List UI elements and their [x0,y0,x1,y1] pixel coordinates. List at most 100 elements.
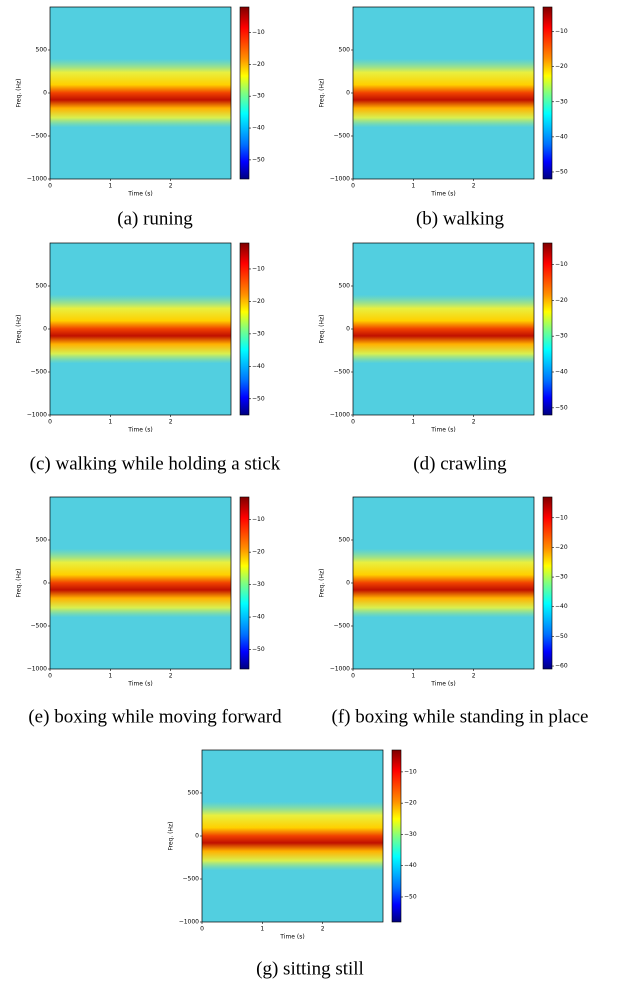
x-tick-label: 0 [351,419,355,426]
y-tick-label: 500 [339,47,351,54]
y-tick-label: 0 [43,326,47,333]
colorbar-tick-label: −40 [252,125,265,132]
colorbar-tick-label: −30 [252,93,265,100]
colorbar-tick-label: −10 [252,29,265,36]
x-axis-label: Time (s) [127,427,152,434]
y-tick-label: −1000 [179,919,199,926]
colorbar-tick-label: −50 [555,404,568,411]
colorbar-tick-label: −50 [252,646,265,653]
x-tick-label: 1 [108,673,112,680]
y-tick-label: −1000 [330,176,350,183]
colorbar-tick-label: −20 [555,63,568,70]
colorbar [542,242,553,416]
spectrogram-band [50,548,231,618]
caption: (b) walking [416,208,505,229]
y-axis-label: Freq. (Hz) [16,568,23,597]
y-tick-label: −500 [31,133,48,140]
colorbar-tick-label: −30 [555,574,568,581]
colorbar [542,6,553,180]
y-tick-label: −1000 [27,412,47,419]
colorbar-tick-label: −20 [555,297,568,304]
x-tick-label: 0 [48,183,52,190]
colorbar-tick-label: −20 [555,544,568,551]
x-tick-label: 2 [472,419,476,426]
x-axis-label: Time (s) [279,934,304,941]
y-tick-label: −500 [334,133,351,140]
x-axis-label: Time (s) [430,427,455,434]
caption: (c) walking while holding a stick [30,453,281,474]
y-tick-label: 0 [43,90,47,97]
colorbar-tick-label: −20 [404,800,417,807]
colorbar-tick-label: −50 [555,168,568,175]
x-tick-label: 0 [200,926,204,933]
y-tick-label: −1000 [330,412,350,419]
colorbar-tick-label: −50 [404,893,417,900]
spectrogram-band [50,294,231,364]
colorbar-tick-label: −10 [555,261,568,268]
colorbar-tick-label: −20 [252,61,265,68]
colorbar-tick-label: −20 [252,549,265,556]
y-tick-label: 500 [36,537,48,544]
caption: (d) crawling [413,453,507,474]
colorbar-tick-label: −40 [252,614,265,621]
y-tick-label: −500 [31,369,48,376]
y-tick-label: 500 [339,537,351,544]
x-tick-label: 0 [351,183,355,190]
x-axis-label: Time (s) [127,681,152,688]
colorbar-tick-label: −40 [555,603,568,610]
x-tick-label: 0 [48,673,52,680]
x-axis-label: Time (s) [430,191,455,198]
colorbar-tick-label: −10 [252,516,265,523]
colorbar-tick-label: −60 [555,663,568,670]
colorbar-tick-label: −30 [252,581,265,588]
y-tick-label: −1000 [27,176,47,183]
caption: (a) runing [117,208,193,229]
colorbar-tick-label: −30 [555,98,568,105]
y-tick-label: 500 [36,283,48,290]
colorbar [542,496,553,670]
colorbar-tick-label: −40 [555,369,568,376]
colorbar-tick-label: −10 [404,768,417,775]
y-tick-label: 500 [36,47,48,54]
colorbar [239,496,250,670]
caption: (e) boxing while moving forward [28,706,282,727]
spectrogram-band [50,58,231,128]
y-axis-label: Freq. (Hz) [319,314,326,343]
x-tick-label: 1 [260,926,264,933]
x-tick-label: 1 [411,183,415,190]
colorbar-tick-label: −50 [252,395,265,402]
colorbar-tick-label: −50 [555,633,568,640]
y-tick-label: −500 [334,369,351,376]
x-tick-label: 1 [108,419,112,426]
y-tick-label: −1000 [330,666,350,673]
y-tick-label: 500 [339,283,351,290]
x-tick-label: 0 [48,419,52,426]
colorbar [239,6,250,180]
x-tick-label: 2 [169,419,173,426]
x-tick-label: 1 [411,419,415,426]
x-axis-label: Time (s) [430,681,455,688]
colorbar-tick-label: −40 [404,862,417,869]
x-tick-label: 1 [108,183,112,190]
y-tick-label: −500 [31,623,48,630]
colorbar-tick-label: −30 [555,333,568,340]
y-tick-label: −500 [334,623,351,630]
caption: (f) boxing while standing in place [332,706,589,727]
x-tick-label: 2 [169,183,173,190]
y-tick-label: 0 [346,580,350,587]
spectrogram-band [353,548,534,618]
x-axis-label: Time (s) [127,191,152,198]
colorbar-tick-label: −40 [555,133,568,140]
colorbar-tick-label: −30 [404,831,417,838]
spectrogram-band [353,58,534,128]
x-tick-label: 1 [411,673,415,680]
y-axis-label: Freq. (Hz) [319,568,326,597]
y-tick-label: 0 [195,833,199,840]
colorbar [239,242,250,416]
y-axis-label: Freq. (Hz) [168,821,175,850]
y-axis-label: Freq. (Hz) [16,314,23,343]
caption: (g) sitting still [256,958,364,979]
x-tick-label: 2 [472,673,476,680]
y-tick-label: −1000 [27,666,47,673]
